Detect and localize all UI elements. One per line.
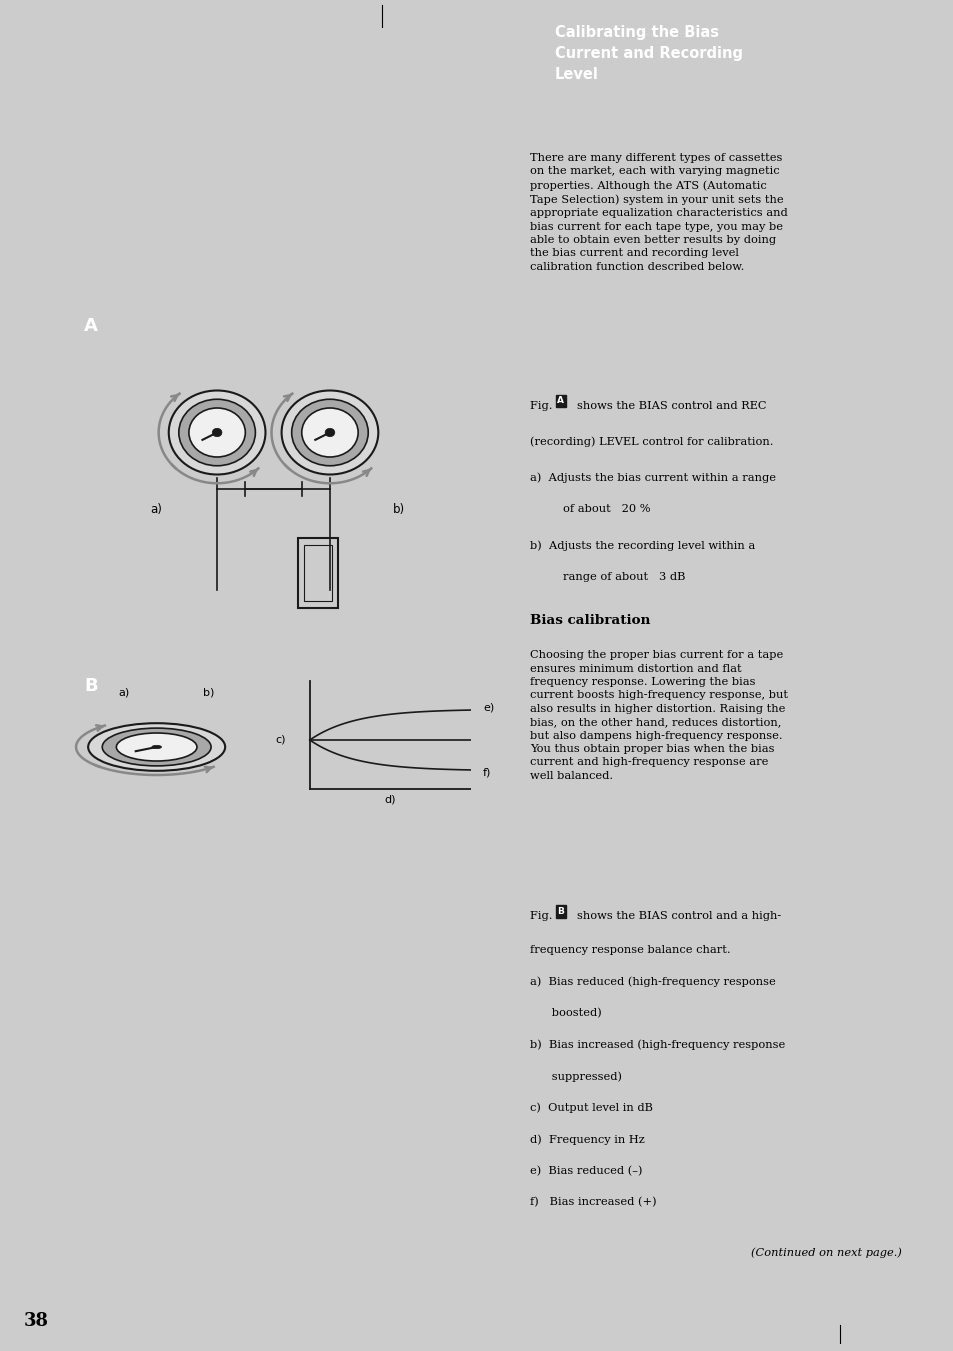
Text: f): f)	[482, 767, 491, 777]
Text: There are many different types of cassettes
on the market, each with varying mag: There are many different types of casset…	[530, 153, 787, 272]
Text: c): c)	[274, 735, 285, 744]
Text: A: A	[557, 396, 564, 405]
Circle shape	[292, 400, 368, 466]
Text: f)   Bias increased (+): f) Bias increased (+)	[530, 1197, 656, 1208]
Bar	[303, 544, 332, 600]
Circle shape	[301, 408, 357, 457]
Text: a): a)	[151, 503, 162, 516]
Text: Fig.: Fig.	[530, 401, 556, 411]
Text: a): a)	[119, 688, 130, 697]
Circle shape	[325, 428, 335, 436]
Text: frequency response balance chart.: frequency response balance chart.	[530, 946, 730, 955]
Text: e)  Bias reduced (–): e) Bias reduced (–)	[530, 1166, 641, 1175]
Text: b)  Adjusts the recording level within a: b) Adjusts the recording level within a	[530, 540, 755, 551]
Text: d)  Frequency in Hz: d) Frequency in Hz	[530, 1133, 644, 1144]
Circle shape	[88, 723, 225, 771]
Circle shape	[102, 728, 211, 766]
Text: range of about   3 dB: range of about 3 dB	[562, 571, 685, 582]
Text: Fig.: Fig.	[530, 912, 556, 921]
Text: Choosing the proper bias current for a tape
ensures minimum distortion and flat
: Choosing the proper bias current for a t…	[530, 650, 787, 781]
Circle shape	[189, 408, 245, 457]
Text: b): b)	[203, 688, 214, 697]
Text: c)  Output level in dB: c) Output level in dB	[530, 1102, 652, 1113]
Text: e): e)	[482, 703, 494, 713]
Text: a)  Adjusts the bias current within a range: a) Adjusts the bias current within a ran…	[530, 473, 775, 484]
Text: A: A	[84, 317, 98, 335]
Bar	[297, 538, 337, 608]
Text: b)  Bias increased (high-frequency response: b) Bias increased (high-frequency respon…	[530, 1040, 784, 1050]
Text: B: B	[557, 907, 564, 916]
Text: (Continued on next page.): (Continued on next page.)	[750, 1248, 902, 1258]
Circle shape	[281, 390, 378, 474]
Text: b): b)	[392, 503, 404, 516]
Text: Bias calibration: Bias calibration	[530, 615, 650, 627]
Text: shows the BIAS control and a high-: shows the BIAS control and a high-	[577, 912, 781, 921]
Circle shape	[116, 734, 196, 761]
Text: shows the BIAS control and REC: shows the BIAS control and REC	[577, 401, 766, 411]
Text: B: B	[84, 677, 97, 696]
Text: d): d)	[384, 794, 395, 805]
Text: (recording) LEVEL control for calibration.: (recording) LEVEL control for calibratio…	[530, 436, 773, 447]
Text: a)  Bias reduced (high-frequency response: a) Bias reduced (high-frequency response	[530, 977, 775, 988]
Circle shape	[169, 390, 265, 474]
Text: 38: 38	[24, 1312, 49, 1329]
Text: Calibrating the Bias
Current and Recording
Level: Calibrating the Bias Current and Recordi…	[554, 26, 741, 82]
Circle shape	[178, 400, 255, 466]
Text: boosted): boosted)	[530, 1008, 601, 1019]
Text: of about   20 %: of about 20 %	[562, 504, 650, 515]
Circle shape	[152, 746, 161, 748]
Circle shape	[213, 428, 222, 436]
Text: suppressed): suppressed)	[530, 1071, 621, 1082]
